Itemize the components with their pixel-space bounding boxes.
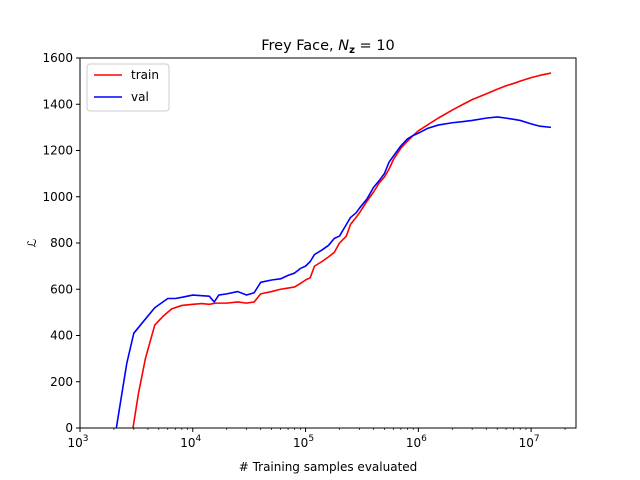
- title-variable: N: [338, 38, 349, 54]
- y-tick-label: 1200: [42, 144, 73, 158]
- y-ticks: 0 200 400 600 800 1000 1200 1400 1600: [42, 51, 80, 435]
- y-tick-label: 400: [50, 329, 73, 343]
- series-layer: [115, 72, 552, 428]
- x-tick-label: 103: [67, 434, 88, 450]
- x-tick-label: 105: [293, 434, 314, 450]
- legend-label-train: train: [131, 68, 159, 82]
- x-tick-label: 104: [180, 434, 201, 450]
- x-axis-label: # Training samples evaluated: [239, 460, 418, 474]
- y-axis-label: ℒ: [25, 239, 39, 248]
- plot-area: [115, 72, 552, 428]
- y-tick-label: 1600: [42, 51, 73, 65]
- y-tick-label: 600: [50, 282, 73, 296]
- y-tick-label: 0: [65, 421, 73, 435]
- title-tail: = 10: [355, 38, 395, 54]
- y-tick-label: 800: [50, 236, 73, 250]
- y-tick-label: 1400: [42, 97, 73, 111]
- y-tick-label: 1000: [42, 190, 73, 204]
- series-line-train: [132, 72, 552, 428]
- axes-frame: [79, 57, 577, 429]
- legend: train val: [86, 63, 170, 112]
- series-line-val: [115, 116, 552, 428]
- legend-label-val: val: [131, 90, 149, 104]
- title-subscript: z: [349, 45, 355, 56]
- x-tick-label: 106: [406, 434, 427, 450]
- title-main: Frey Face,: [261, 38, 338, 54]
- x-tick-label: 107: [519, 434, 540, 450]
- chart-title: Frey Face, Nz = 10: [261, 38, 395, 56]
- y-tick-label: 200: [50, 375, 73, 389]
- x-ticks: 103 104 105 106 107: [67, 428, 566, 450]
